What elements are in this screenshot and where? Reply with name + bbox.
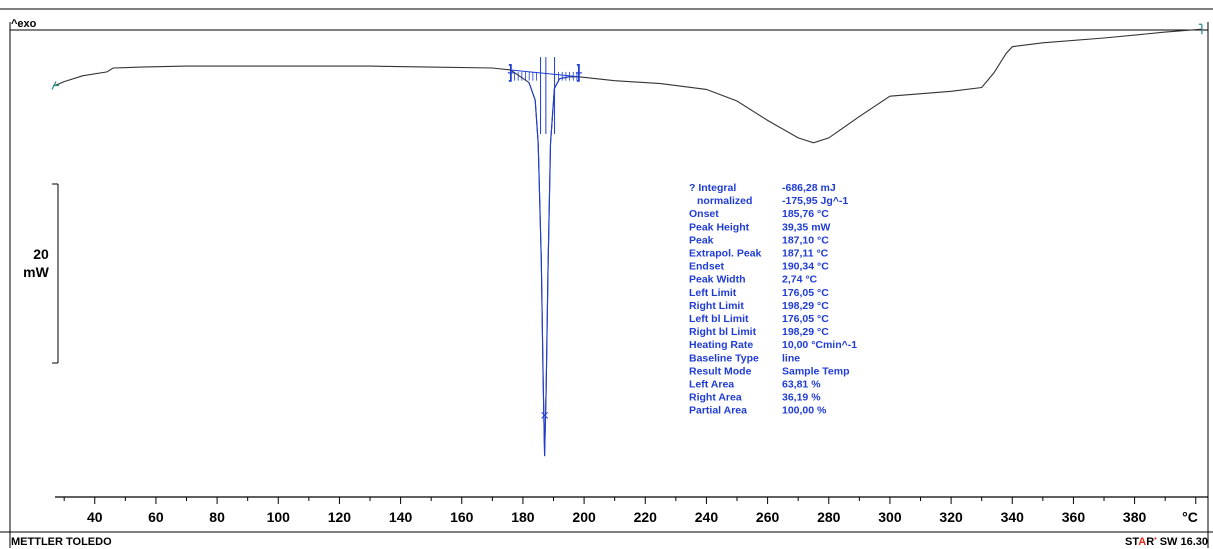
result-label: Endset <box>689 261 725 273</box>
result-label: Result Mode <box>689 365 752 377</box>
x-tick-label: 120 <box>328 509 352 525</box>
x-tick-label: 240 <box>695 509 719 525</box>
software-star-s: ST <box>1125 536 1139 548</box>
software-rest: SW 16.30 <box>1157 536 1208 548</box>
result-label: Baseline Type <box>689 352 759 364</box>
result-value: -686,28 mJ <box>782 182 836 194</box>
result-label: Onset <box>689 208 719 220</box>
x-tick-label: 380 <box>1123 509 1147 525</box>
x-tick-label: 220 <box>634 509 658 525</box>
peak-marker <box>541 412 548 419</box>
result-value: -175,95 Jg^-1 <box>782 195 848 207</box>
result-value: 190,34 °C <box>782 261 829 273</box>
result-label: Extrapol. Peak <box>689 248 762 260</box>
x-axis-unit-label: °C <box>1182 509 1198 525</box>
result-value: 39,35 mW <box>782 221 831 233</box>
software-star-a: A <box>1138 536 1146 548</box>
result-value: 36,19 % <box>782 392 821 404</box>
plot-area <box>51 23 1203 457</box>
result-value: 187,11 °C <box>782 248 829 260</box>
result-value: 198,29 °C <box>782 300 829 312</box>
peak-evaluation-curve <box>528 76 569 457</box>
x-tick-label: 200 <box>572 509 596 525</box>
scale-bar-unit: mW <box>23 264 49 280</box>
integration-baseline <box>510 69 579 78</box>
x-tick-label: 100 <box>267 509 291 525</box>
x-tick-label: 360 <box>1062 509 1086 525</box>
software-star-dot: • <box>1154 536 1157 543</box>
x-tick-label: 320 <box>939 509 963 525</box>
x-tick-label: 340 <box>1001 509 1025 525</box>
x-tick-label: 80 <box>209 509 225 525</box>
x-tick-label: 260 <box>756 509 780 525</box>
result-label: Right bl Limit <box>689 326 757 338</box>
result-label: ? Integral <box>689 182 736 194</box>
result-value: 10,00 °Cmin^-1 <box>782 339 857 351</box>
result-value: 63,81 % <box>782 379 821 391</box>
exo-label: ^exo <box>11 18 37 30</box>
dsc-curve <box>54 28 1202 457</box>
brand-logo: METTLER TOLEDO <box>11 536 112 548</box>
curve-end-marker <box>1198 23 1203 35</box>
software-version: STAR• SW 16.30 <box>1125 536 1208 548</box>
result-value: Sample Temp <box>782 365 850 377</box>
evaluation-results: ? Integral -686,28 mJ normalized -175,95 Jg… <box>689 182 857 417</box>
x-tick-label: 180 <box>511 509 535 525</box>
result-value: 198,29 °C <box>782 326 829 338</box>
result-value: 185,76 °C <box>782 208 829 220</box>
x-tick-label: 300 <box>878 509 902 525</box>
software-star-r: R <box>1146 536 1154 548</box>
result-label: Left Limit <box>689 287 737 299</box>
x-tick-label: 60 <box>148 509 164 525</box>
result-value: 187,10 °C <box>782 234 829 246</box>
result-label: Peak <box>689 234 714 246</box>
result-value: 2,74 °C <box>782 274 818 286</box>
x-tick-label: 160 <box>450 509 474 525</box>
result-label: Heating Rate <box>689 339 753 351</box>
result-value: line <box>782 352 800 364</box>
curve-start-marker <box>51 81 59 90</box>
scale-bar: 20 mW <box>23 183 59 364</box>
result-label: Partial Area <box>689 405 747 417</box>
result-label: Right Limit <box>689 300 744 312</box>
result-label: normalized <box>697 195 752 207</box>
result-label: Left Area <box>689 379 734 391</box>
result-label: Peak Width <box>689 274 746 286</box>
result-value: 100,00 % <box>782 405 827 417</box>
result-label: Peak Height <box>689 221 750 233</box>
x-tick-label: 140 <box>389 509 413 525</box>
x-tick-label: 40 <box>87 509 103 525</box>
x-axis-ticks: 40 60 80 100 120 140 160 180 200 220 240 260 280 300 3… <box>63 497 1197 525</box>
result-value: 176,05 °C <box>782 313 829 325</box>
result-label: Left bl Limit <box>689 313 749 325</box>
result-value: 176,05 °C <box>782 287 829 299</box>
x-tick-label: 280 <box>817 509 841 525</box>
result-label: Right Area <box>689 392 742 404</box>
scale-bar-value: 20 <box>33 246 49 262</box>
